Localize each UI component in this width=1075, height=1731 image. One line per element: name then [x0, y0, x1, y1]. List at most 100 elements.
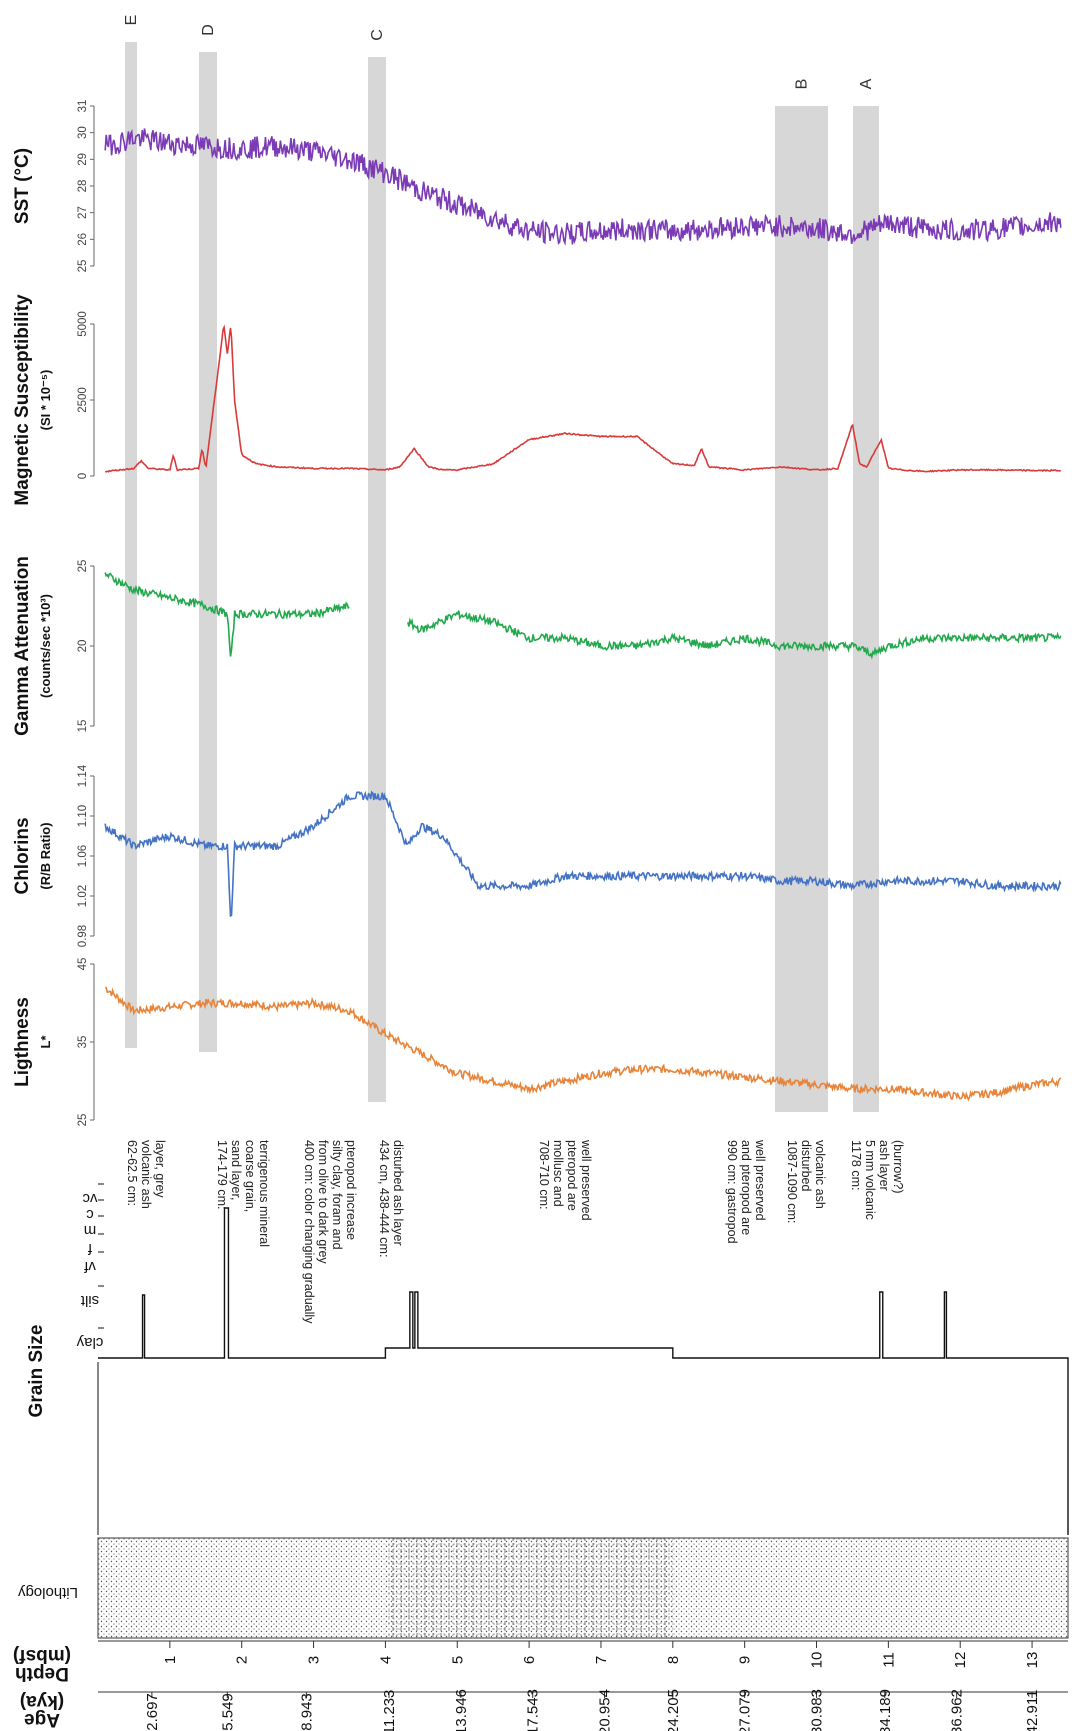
panel-gamma-tick-label: 25: [77, 560, 89, 573]
panel-sst-tick-label: 25: [77, 260, 89, 273]
depth-tick-label: 11: [880, 1652, 897, 1668]
lithology-column: Lithology: [17, 1537, 1069, 1639]
band-c: [368, 57, 386, 1102]
depth-tick-label: 7: [593, 1656, 610, 1664]
band-a: [853, 106, 879, 1112]
annotation-line: sand layer,: [229, 1140, 243, 1200]
band-label-e: E: [123, 15, 140, 26]
annotation-line: ash layer: [877, 1140, 891, 1191]
grain-size-label: Grain Size: [26, 1325, 47, 1418]
lithology-foram-interval: [385, 1538, 673, 1638]
depth-tick-label: 13: [1024, 1652, 1041, 1669]
grain-class-c: c: [86, 1206, 94, 1223]
panel-chlorins-tick-label: 1.02: [77, 885, 89, 907]
annotation-4: 434 cm, 438-444 cm: disturbed ash layer 4…: [377, 1140, 405, 1257]
depth-tick-label: 5: [449, 1656, 466, 1664]
annotation-line: 708-710 cm:: [537, 1140, 551, 1209]
age-ticks: 2.697 5.549 8.943 11.233 13.946 17.543 20.954 2…: [144, 1689, 1041, 1731]
depth-axis-title: Depth: [15, 1663, 69, 1684]
grain-class-silt: silt: [80, 1292, 99, 1309]
grain-class-m: m: [84, 1222, 97, 1239]
band-b: [775, 106, 828, 1112]
panel-magsus-title: Magnetic Susceptibility: [12, 294, 33, 506]
panel-gamma-tick-label: 20: [77, 640, 89, 653]
annotation-line: 1087-1090 cm:: [785, 1140, 799, 1223]
band-label-a: A: [858, 78, 875, 89]
age-tick-label: 30.983: [809, 1689, 826, 1731]
band-d: [199, 52, 217, 1052]
age-tick-label: 13.946: [453, 1689, 470, 1731]
depth-ticks: 1 2 3 4 5 6 7 8 9 10 11 12 13: [162, 1641, 1041, 1668]
age-axis-unit: (kya): [20, 1691, 64, 1712]
depth-tick-label: 1: [162, 1656, 179, 1664]
age-tick-label: 24.205: [665, 1689, 682, 1731]
grain-class-clay: clay: [76, 1334, 103, 1351]
depth-axis: Depth (mbsf) 1 2 3 4 5 6 7 8 9 10 11 12 13: [13, 1640, 1068, 1684]
annotation-7: 1087-1090 cm: disturbed volcanic ash 1087…: [785, 1140, 827, 1223]
lithology-label: Lithology: [17, 1584, 78, 1601]
depth-tick-label: 10: [809, 1652, 826, 1669]
band-label-d: D: [200, 24, 217, 36]
age-tick-label: 20.954: [597, 1689, 614, 1731]
annotation-line: 434 cm, 438-444 cm:: [377, 1140, 391, 1257]
panel-lightness: 25 35 45 Ligthness L*: [12, 958, 1062, 1127]
depth-tick-label: 3: [306, 1656, 323, 1664]
annotation-line: mollusc and: [551, 1140, 565, 1207]
series-gamma: [104, 572, 1062, 660]
panel-magsus-tick-label: 2500: [77, 387, 89, 413]
annotation-2: 174-179 cm: sand layer, coarse grain, te…: [215, 1140, 271, 1247]
band-label-b: B: [794, 79, 811, 90]
grain-class-vc: vc: [82, 1190, 98, 1207]
annotation-line: volcanic ash: [813, 1140, 827, 1209]
panel-lightness-tick-label: 45: [77, 958, 89, 971]
depth-axis-unit: (mbsf): [13, 1645, 71, 1666]
grain-class-vf: vf: [83, 1258, 96, 1275]
age-tick-label: 17.543: [525, 1689, 542, 1731]
annotation-3: 400 cm: color changing gradually from ol…: [302, 1140, 358, 1324]
panel-chlorins: 0.98 1.02 1.06 1.10 1.14 Chlorins (R/B Ratio): [12, 764, 1062, 947]
data-panels: 25 35 45 Ligthness L* 0.98 1.02 1.06 1.10 1.14 Chl…: [12, 100, 1062, 1127]
depth-tick-label: 8: [665, 1656, 682, 1664]
annotation-line: 1178 cm:: [849, 1140, 863, 1191]
panel-sst-tick-label: 30: [77, 126, 89, 139]
annotation-line: volcanic ash: [139, 1140, 153, 1209]
panel-gamma-tick-label: 15: [77, 720, 89, 733]
annotation-line: pteropod are: [565, 1140, 579, 1211]
panel-sst-tick-label: 27: [77, 206, 89, 219]
annotation-5: 708-710 cm: mollusc and pteropod are wel…: [537, 1139, 593, 1221]
annotation-line: from olive to dark grey: [316, 1140, 330, 1264]
band-label-c: C: [369, 29, 386, 41]
depth-tick-label: 4: [377, 1656, 394, 1664]
event-bands: E D C B A: [123, 15, 879, 1112]
age-tick-label: 27.079: [737, 1689, 754, 1731]
panel-sst: 25 26 27 28 29 30 31 SST (°C): [12, 100, 1062, 273]
band-e: [125, 42, 137, 1048]
series-sst: [104, 128, 1062, 246]
annotation-line: coarse grain,: [243, 1140, 257, 1212]
panel-sst-title: SST (°C): [12, 148, 33, 224]
panel-gamma: 15 20 25 Gamma Attenuation (counts/sec *10³): [12, 556, 1062, 736]
age-tick-label: 36.962: [949, 1689, 966, 1731]
series-chlorins: [104, 790, 1062, 918]
series-lightness: [104, 986, 1062, 1102]
grain-class-f: f: [87, 1240, 92, 1257]
panel-chlorins-tick-label: 1.10: [77, 805, 89, 827]
annotation-line: pteropod increase: [344, 1140, 358, 1240]
series-magsus: [104, 324, 1061, 473]
panel-sst-tick-label: 26: [77, 233, 89, 246]
annotation-line: well preserved: [579, 1139, 593, 1221]
panel-lightness-tick-label: 25: [77, 1114, 89, 1127]
annotation-line: terrigenous mineral: [257, 1140, 271, 1247]
age-axis: Age (kya) 2.697 5.549 8.943 11.233 13.946 17.…: [20, 1689, 1068, 1731]
age-axis-title: Age: [24, 1709, 60, 1730]
panel-gamma-title: Gamma Attenuation: [12, 556, 33, 736]
annotation-line: well preserved: [753, 1139, 767, 1221]
panel-lightness-subtitle: L*: [38, 1035, 53, 1049]
panel-lightness-tick-label: 35: [77, 1036, 89, 1049]
annotation-line: (burrow?): [891, 1140, 905, 1194]
annotation-line: 5 mm volcanic: [863, 1140, 877, 1220]
panel-gamma-subtitle: (counts/sec *10³): [38, 594, 53, 698]
annotation-line: and pteropod are: [739, 1140, 753, 1235]
